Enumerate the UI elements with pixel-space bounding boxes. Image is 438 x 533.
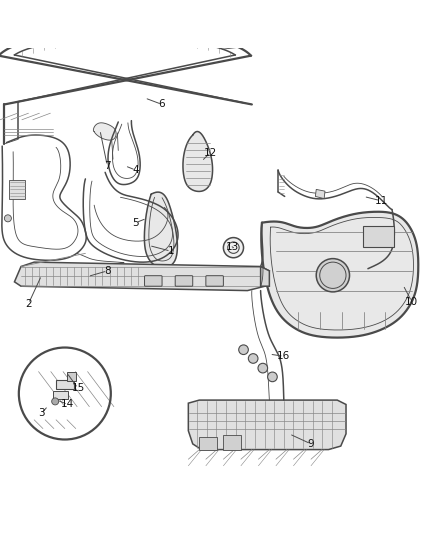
- Polygon shape: [145, 192, 177, 268]
- Circle shape: [248, 354, 258, 364]
- Text: 11: 11: [374, 196, 388, 206]
- FancyBboxPatch shape: [206, 276, 223, 286]
- Polygon shape: [261, 266, 269, 286]
- Text: 1: 1: [167, 246, 174, 256]
- Polygon shape: [315, 189, 325, 199]
- Circle shape: [316, 259, 350, 292]
- FancyBboxPatch shape: [175, 276, 193, 286]
- Text: 3: 3: [38, 408, 45, 418]
- Text: 8: 8: [104, 266, 111, 276]
- Polygon shape: [67, 373, 76, 381]
- Circle shape: [258, 364, 268, 373]
- Circle shape: [223, 238, 244, 258]
- Text: 7: 7: [104, 161, 111, 171]
- Text: 14: 14: [61, 399, 74, 409]
- FancyBboxPatch shape: [145, 276, 162, 286]
- Circle shape: [4, 215, 11, 222]
- Text: 5: 5: [132, 217, 139, 228]
- Polygon shape: [188, 400, 346, 449]
- Polygon shape: [93, 123, 116, 140]
- Polygon shape: [261, 212, 418, 337]
- Text: 15: 15: [71, 383, 85, 393]
- Polygon shape: [223, 435, 241, 449]
- Text: 12: 12: [204, 148, 217, 158]
- Polygon shape: [199, 437, 217, 449]
- Text: 4: 4: [132, 165, 139, 175]
- Text: 6: 6: [159, 100, 166, 109]
- Polygon shape: [183, 132, 212, 191]
- Circle shape: [52, 398, 59, 405]
- Text: 13: 13: [226, 242, 239, 252]
- Polygon shape: [9, 180, 25, 199]
- Text: 10: 10: [405, 296, 418, 306]
- Polygon shape: [56, 379, 74, 389]
- Polygon shape: [14, 262, 269, 290]
- Polygon shape: [53, 391, 68, 399]
- Text: 2: 2: [25, 298, 32, 309]
- Polygon shape: [363, 226, 394, 247]
- Circle shape: [268, 372, 277, 382]
- Text: 16: 16: [277, 351, 290, 361]
- Circle shape: [239, 345, 248, 354]
- Text: 9: 9: [307, 439, 314, 449]
